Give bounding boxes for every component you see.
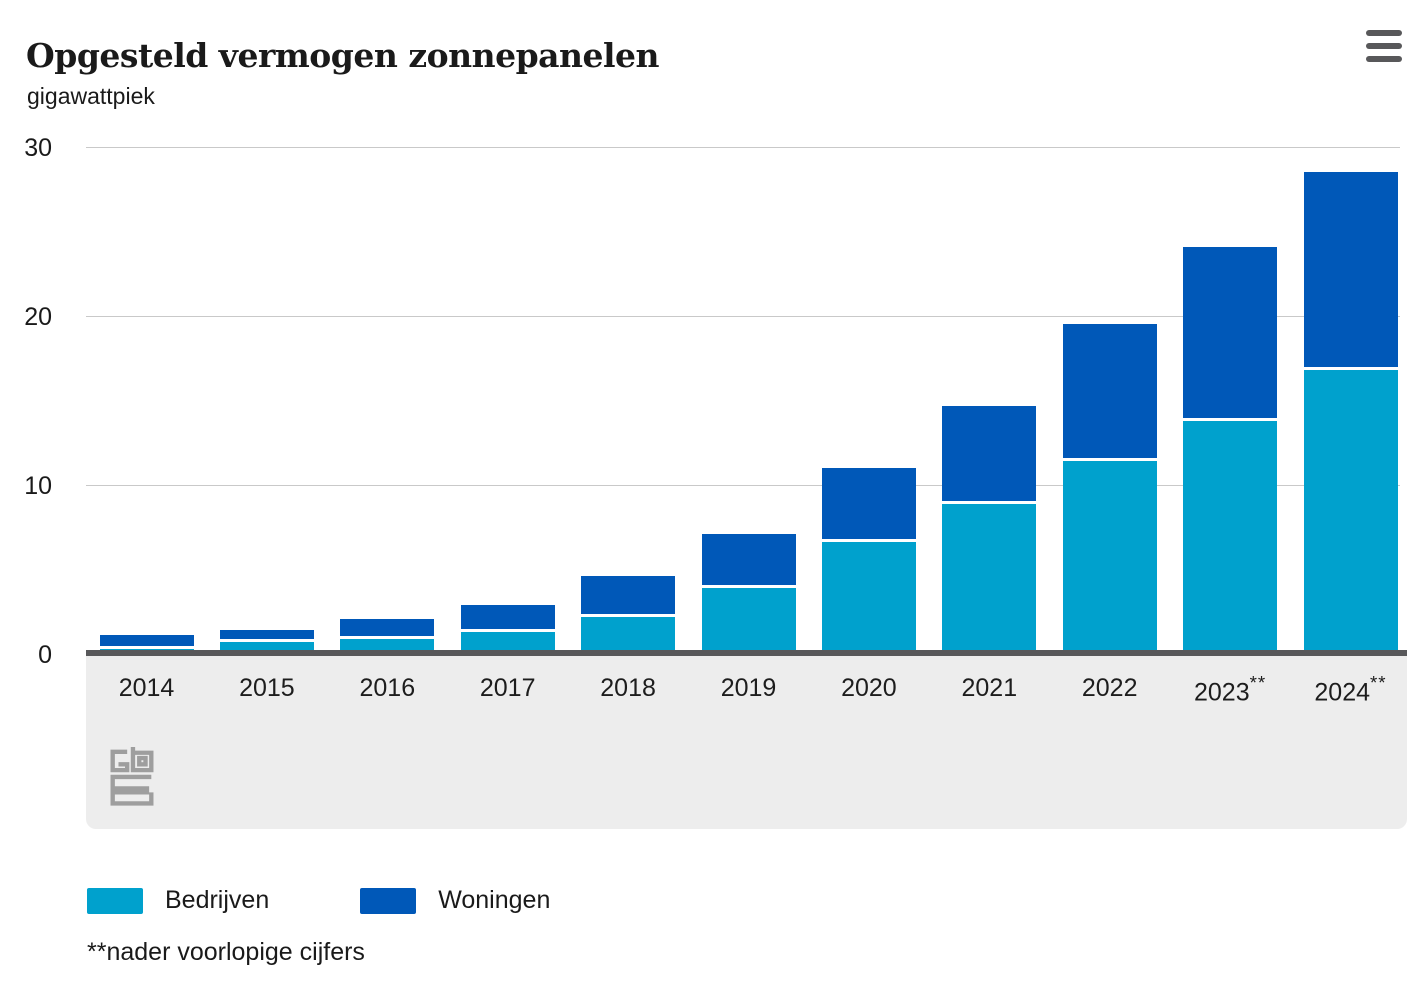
legend-swatch-bedrijven xyxy=(87,887,143,914)
x-axis-tick-label: 2020 xyxy=(841,674,897,702)
provisional-marker: ** xyxy=(1370,672,1387,693)
x-axis-tick-label: 2017 xyxy=(479,674,536,702)
y-axis-unit-label: gigawattpiek xyxy=(27,83,155,109)
bar-segment-bedrijven-2022[interactable] xyxy=(1062,461,1157,654)
x-axis-tick-label: 2016 xyxy=(359,674,416,702)
gridline xyxy=(86,485,1400,486)
bar-segment-bedrijven-2021[interactable] xyxy=(942,503,1037,654)
gridline xyxy=(86,316,1400,317)
bar-segment-woningen-2018[interactable] xyxy=(581,576,676,617)
bar-segment-woningen-2021[interactable] xyxy=(942,405,1037,504)
bar-segment-bedrijven-2015[interactable] xyxy=(219,642,314,654)
x-axis-tick-label: 2023** xyxy=(1193,672,1267,707)
bar-segment-woningen-2024[interactable] xyxy=(1303,172,1398,371)
y-axis-tick-label: 10 xyxy=(24,472,52,500)
footnote: **nader voorlopige cijfers xyxy=(87,938,365,966)
bar-segment-woningen-2020[interactable] xyxy=(821,468,916,543)
bar-segment-woningen-2015[interactable] xyxy=(219,630,314,643)
page-title: Opgesteld vermogen zonnepanelen xyxy=(26,36,660,76)
x-axis-tick-label: 2018 xyxy=(600,674,656,702)
bar-segment-bedrijven-2020[interactable] xyxy=(821,542,916,654)
bar-segment-woningen-2016[interactable] xyxy=(340,618,435,639)
bar-segment-bedrijven-2023[interactable] xyxy=(1183,420,1278,654)
legend-label: Bedrijven xyxy=(165,886,270,914)
x-axis-tick-label: 2014 xyxy=(118,674,175,702)
legend-swatch-woningen xyxy=(360,887,417,914)
y-axis-tick-label: 20 xyxy=(24,303,52,331)
bar-segment-woningen-2014[interactable] xyxy=(99,635,194,649)
bar-segment-woningen-2017[interactable] xyxy=(460,604,555,633)
cbs-logo xyxy=(104,742,160,811)
bar-segment-woningen-2019[interactable] xyxy=(701,534,796,589)
bar-segment-woningen-2022[interactable] xyxy=(1062,324,1157,462)
legend-item-bedrijven[interactable]: Bedrijven xyxy=(87,886,269,915)
bar-segment-woningen-2023[interactable] xyxy=(1183,246,1278,421)
hamburger-menu-icon[interactable] xyxy=(1366,30,1404,62)
provisional-marker: ** xyxy=(1249,672,1267,693)
menu-bar xyxy=(1366,56,1402,62)
bar-segment-bedrijven-2024[interactable] xyxy=(1303,370,1398,654)
x-axis-tick-label: 2019 xyxy=(720,674,777,702)
x-axis-band xyxy=(86,656,1407,829)
legend-label: Woningen xyxy=(438,886,551,914)
bar-segment-bedrijven-2017[interactable] xyxy=(460,632,555,654)
bar-segment-bedrijven-2018[interactable] xyxy=(581,616,676,654)
y-axis-tick-label: 0 xyxy=(38,641,52,669)
menu-bar xyxy=(1366,43,1402,49)
y-axis-tick-label: 30 xyxy=(24,134,52,162)
bar-segment-bedrijven-2019[interactable] xyxy=(701,588,796,654)
x-axis-tick-label: 2024** xyxy=(1314,672,1387,707)
x-axis-tick-label: 2022 xyxy=(1081,674,1138,702)
gridline xyxy=(86,147,1400,148)
x-axis-line xyxy=(86,650,1407,656)
legend: Bedrijven Woningen xyxy=(87,886,550,915)
menu-bar xyxy=(1366,30,1402,36)
legend-item-woningen[interactable]: Woningen xyxy=(360,886,550,915)
x-axis-tick-label: 2015 xyxy=(239,674,295,702)
x-axis-tick-label: 2021 xyxy=(961,674,1018,702)
